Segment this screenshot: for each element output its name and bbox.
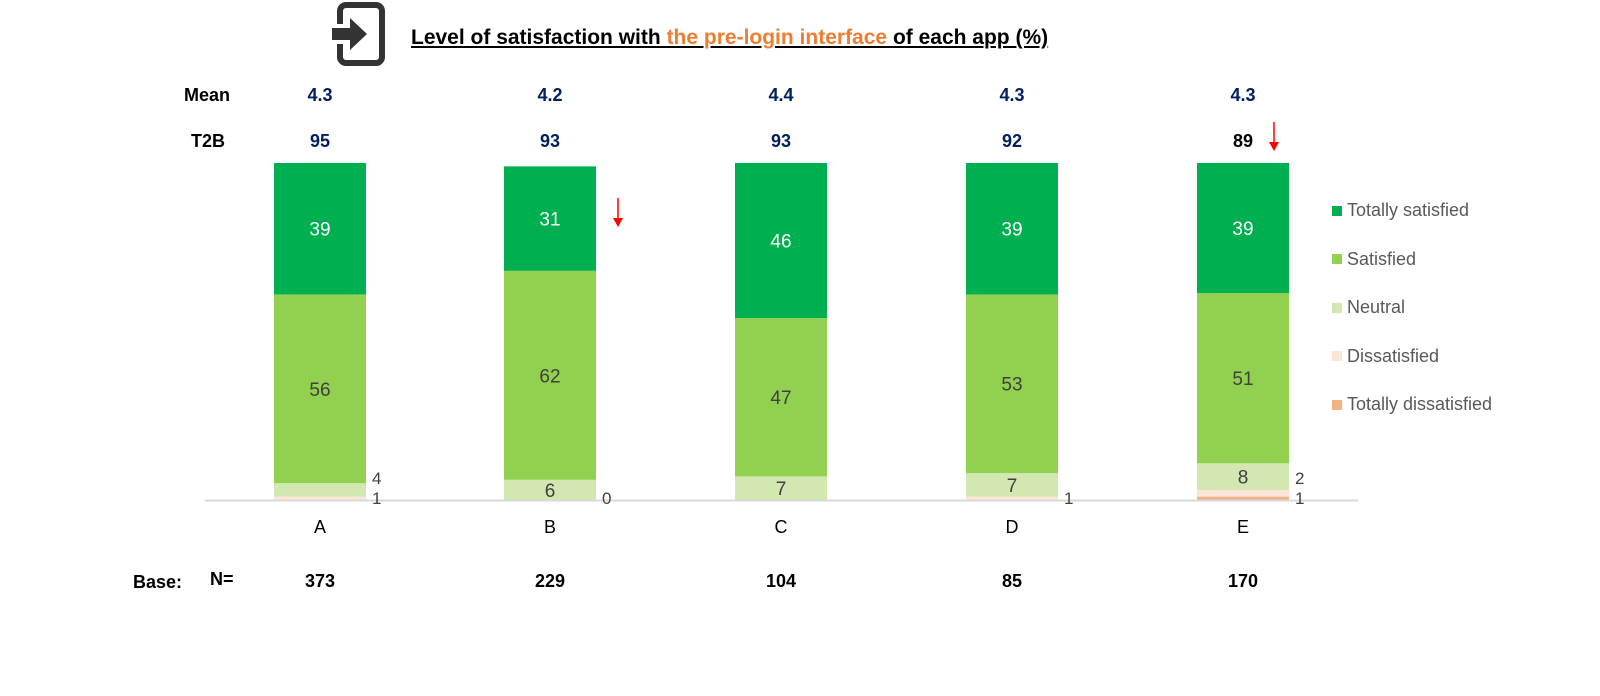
data-label: 7 xyxy=(776,479,787,500)
legend-item: Satisfied xyxy=(1332,249,1416,270)
bar-segment-totally-dissatisfied xyxy=(1197,496,1289,500)
bar-segment-dissatisfied xyxy=(966,496,1058,500)
decrease-arrow-head-icon xyxy=(1269,142,1279,151)
data-label: 39 xyxy=(1001,220,1022,241)
legend-item: Totally satisfied xyxy=(1332,200,1469,221)
data-label-small-segment: 0 xyxy=(602,489,611,508)
login-icon xyxy=(332,2,385,66)
legend-label: Satisfied xyxy=(1347,248,1417,269)
category-label: B xyxy=(544,517,556,537)
category-label: C xyxy=(775,517,788,537)
data-label: 51 xyxy=(1232,369,1253,390)
data-label: 31 xyxy=(539,210,560,231)
bar-segment-satisfied xyxy=(274,294,366,484)
base-n-value: 170 xyxy=(1227,571,1259,591)
bar-segment-neutral xyxy=(735,476,827,500)
chart-title: Level of satisfaction with the pre-login… xyxy=(411,26,1048,50)
bar-segment-neutral xyxy=(274,483,366,497)
mean-label: Mean xyxy=(184,85,231,105)
data-label-small-segment: 4 xyxy=(372,469,381,488)
data-label-small-segment: 1 xyxy=(1295,489,1304,508)
mean-value: 4.3 xyxy=(307,85,333,105)
data-label: 62 xyxy=(539,366,560,387)
legend-item: Totally dissatisfied xyxy=(1332,394,1492,415)
bar-segment-satisfied xyxy=(735,318,827,477)
data-label-small-segment: 1 xyxy=(1064,489,1073,508)
t2b-value: 92 xyxy=(1001,131,1023,151)
title-text: Level of satisfaction with xyxy=(411,26,667,49)
legend-item: Neutral xyxy=(1332,297,1405,318)
data-label: 39 xyxy=(309,220,330,241)
mean-value: 4.2 xyxy=(537,85,563,105)
bar-segment-totally-satisfied xyxy=(966,163,1058,295)
legend-label: Totally dissatisfied xyxy=(1347,394,1493,414)
bar-segment-satisfied xyxy=(504,270,596,480)
mean-value: 4.4 xyxy=(768,85,794,105)
data-label-small-segment: 1 xyxy=(372,489,381,508)
legend-label: Dissatisfied xyxy=(1347,345,1440,366)
bar-segment-totally-satisfied xyxy=(1197,163,1289,294)
title-text-end: of each app (%) xyxy=(892,26,1049,49)
data-label: 6 xyxy=(545,481,556,502)
title-highlight: the pre-login interface xyxy=(666,26,893,49)
t2b-label: T2B xyxy=(191,131,226,151)
bar-segment-neutral xyxy=(504,479,596,500)
t2b-value: 93 xyxy=(539,131,561,151)
legend-swatch xyxy=(1332,399,1342,410)
base-label: Base: xyxy=(133,572,183,592)
data-label-small-segment: 2 xyxy=(1295,469,1304,488)
base-n-value: 229 xyxy=(534,571,566,591)
data-label: 39 xyxy=(1232,219,1253,240)
decrease-arrow-head-icon xyxy=(613,218,623,227)
t2b-value: 89 xyxy=(1232,131,1254,151)
data-label: 8 xyxy=(1238,468,1249,489)
category-label: D xyxy=(1006,517,1019,537)
legend-label: Totally satisfied xyxy=(1347,200,1470,220)
base-n-value: 85 xyxy=(1001,571,1023,591)
legend-label: Neutral xyxy=(1347,297,1406,317)
base-n-value: 373 xyxy=(304,571,336,591)
legend-swatch xyxy=(1332,302,1342,313)
legend-swatch xyxy=(1332,205,1342,216)
data-label: 53 xyxy=(1001,375,1022,396)
t2b-value: 93 xyxy=(770,131,792,151)
mean-value: 4.3 xyxy=(1230,85,1256,105)
bar-segment-totally-satisfied xyxy=(735,163,827,319)
bar-segment-dissatisfied xyxy=(274,496,366,500)
n-label: N= xyxy=(210,569,234,589)
bar-segment-neutral xyxy=(966,473,1058,497)
mean-value: 4.3 xyxy=(999,85,1025,105)
data-label: 7 xyxy=(1007,476,1018,497)
bar-segment-neutral xyxy=(1197,463,1289,490)
data-label: 47 xyxy=(770,388,791,409)
legend-swatch xyxy=(1332,254,1342,264)
legend-item: Dissatisfied xyxy=(1332,346,1439,367)
bar-segment-satisfied xyxy=(1197,293,1289,464)
bar-segment-totally-satisfied xyxy=(504,166,596,271)
category-label: E xyxy=(1237,517,1249,537)
t2b-value: 95 xyxy=(309,131,331,151)
bar-segment-totally-satisfied xyxy=(274,163,366,295)
data-label: 46 xyxy=(770,232,791,253)
bar-segment-dissatisfied xyxy=(1197,489,1289,497)
data-label: 56 xyxy=(309,380,330,401)
base-n-value: 104 xyxy=(765,571,797,591)
legend-swatch xyxy=(1332,351,1342,361)
category-label: A xyxy=(314,517,326,537)
bar-segment-satisfied xyxy=(966,294,1058,474)
